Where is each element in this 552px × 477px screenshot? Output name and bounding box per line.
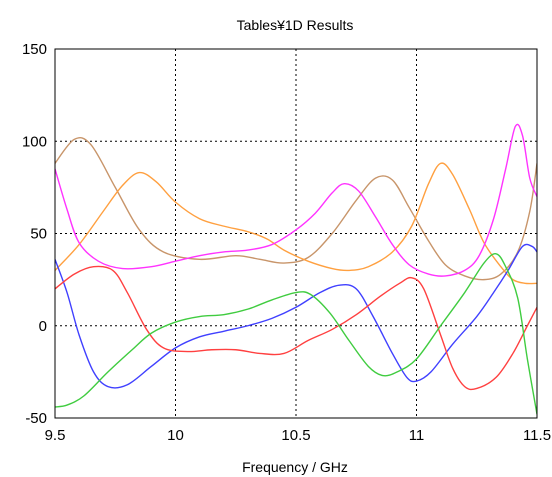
series-line-6 — [55, 253, 537, 415]
series-line-1 — [55, 136, 537, 281]
chart-title: Tables¥1D Results — [237, 17, 354, 33]
plot-frame — [54, 48, 538, 419]
grid — [55, 49, 537, 418]
x-tick-label: 11 — [409, 427, 425, 444]
x-axis-label: Frequency / GHz — [242, 459, 348, 475]
x-tick-label: 10 — [167, 427, 184, 444]
x-tick-label: 11.5 — [523, 427, 551, 444]
series-line-3 — [55, 123, 537, 277]
series-line-2 — [55, 162, 537, 285]
series-line-4 — [55, 243, 537, 389]
y-tick-label: -50 — [25, 410, 47, 427]
x-tick-label: 10.5 — [281, 427, 310, 444]
y-tick-label: 50 — [30, 226, 47, 243]
y-tick-label: 150 — [22, 41, 47, 58]
x-tick-label: 9.5 — [45, 427, 66, 444]
tick-labels: 9.5 10 10.5 11 11.5 150 100 50 0 -50 — [22, 41, 551, 444]
series-layer — [55, 123, 537, 415]
y-tick-label: 100 — [22, 133, 47, 150]
series-line-5 — [55, 265, 537, 391]
y-tick-label: 0 — [39, 318, 47, 335]
